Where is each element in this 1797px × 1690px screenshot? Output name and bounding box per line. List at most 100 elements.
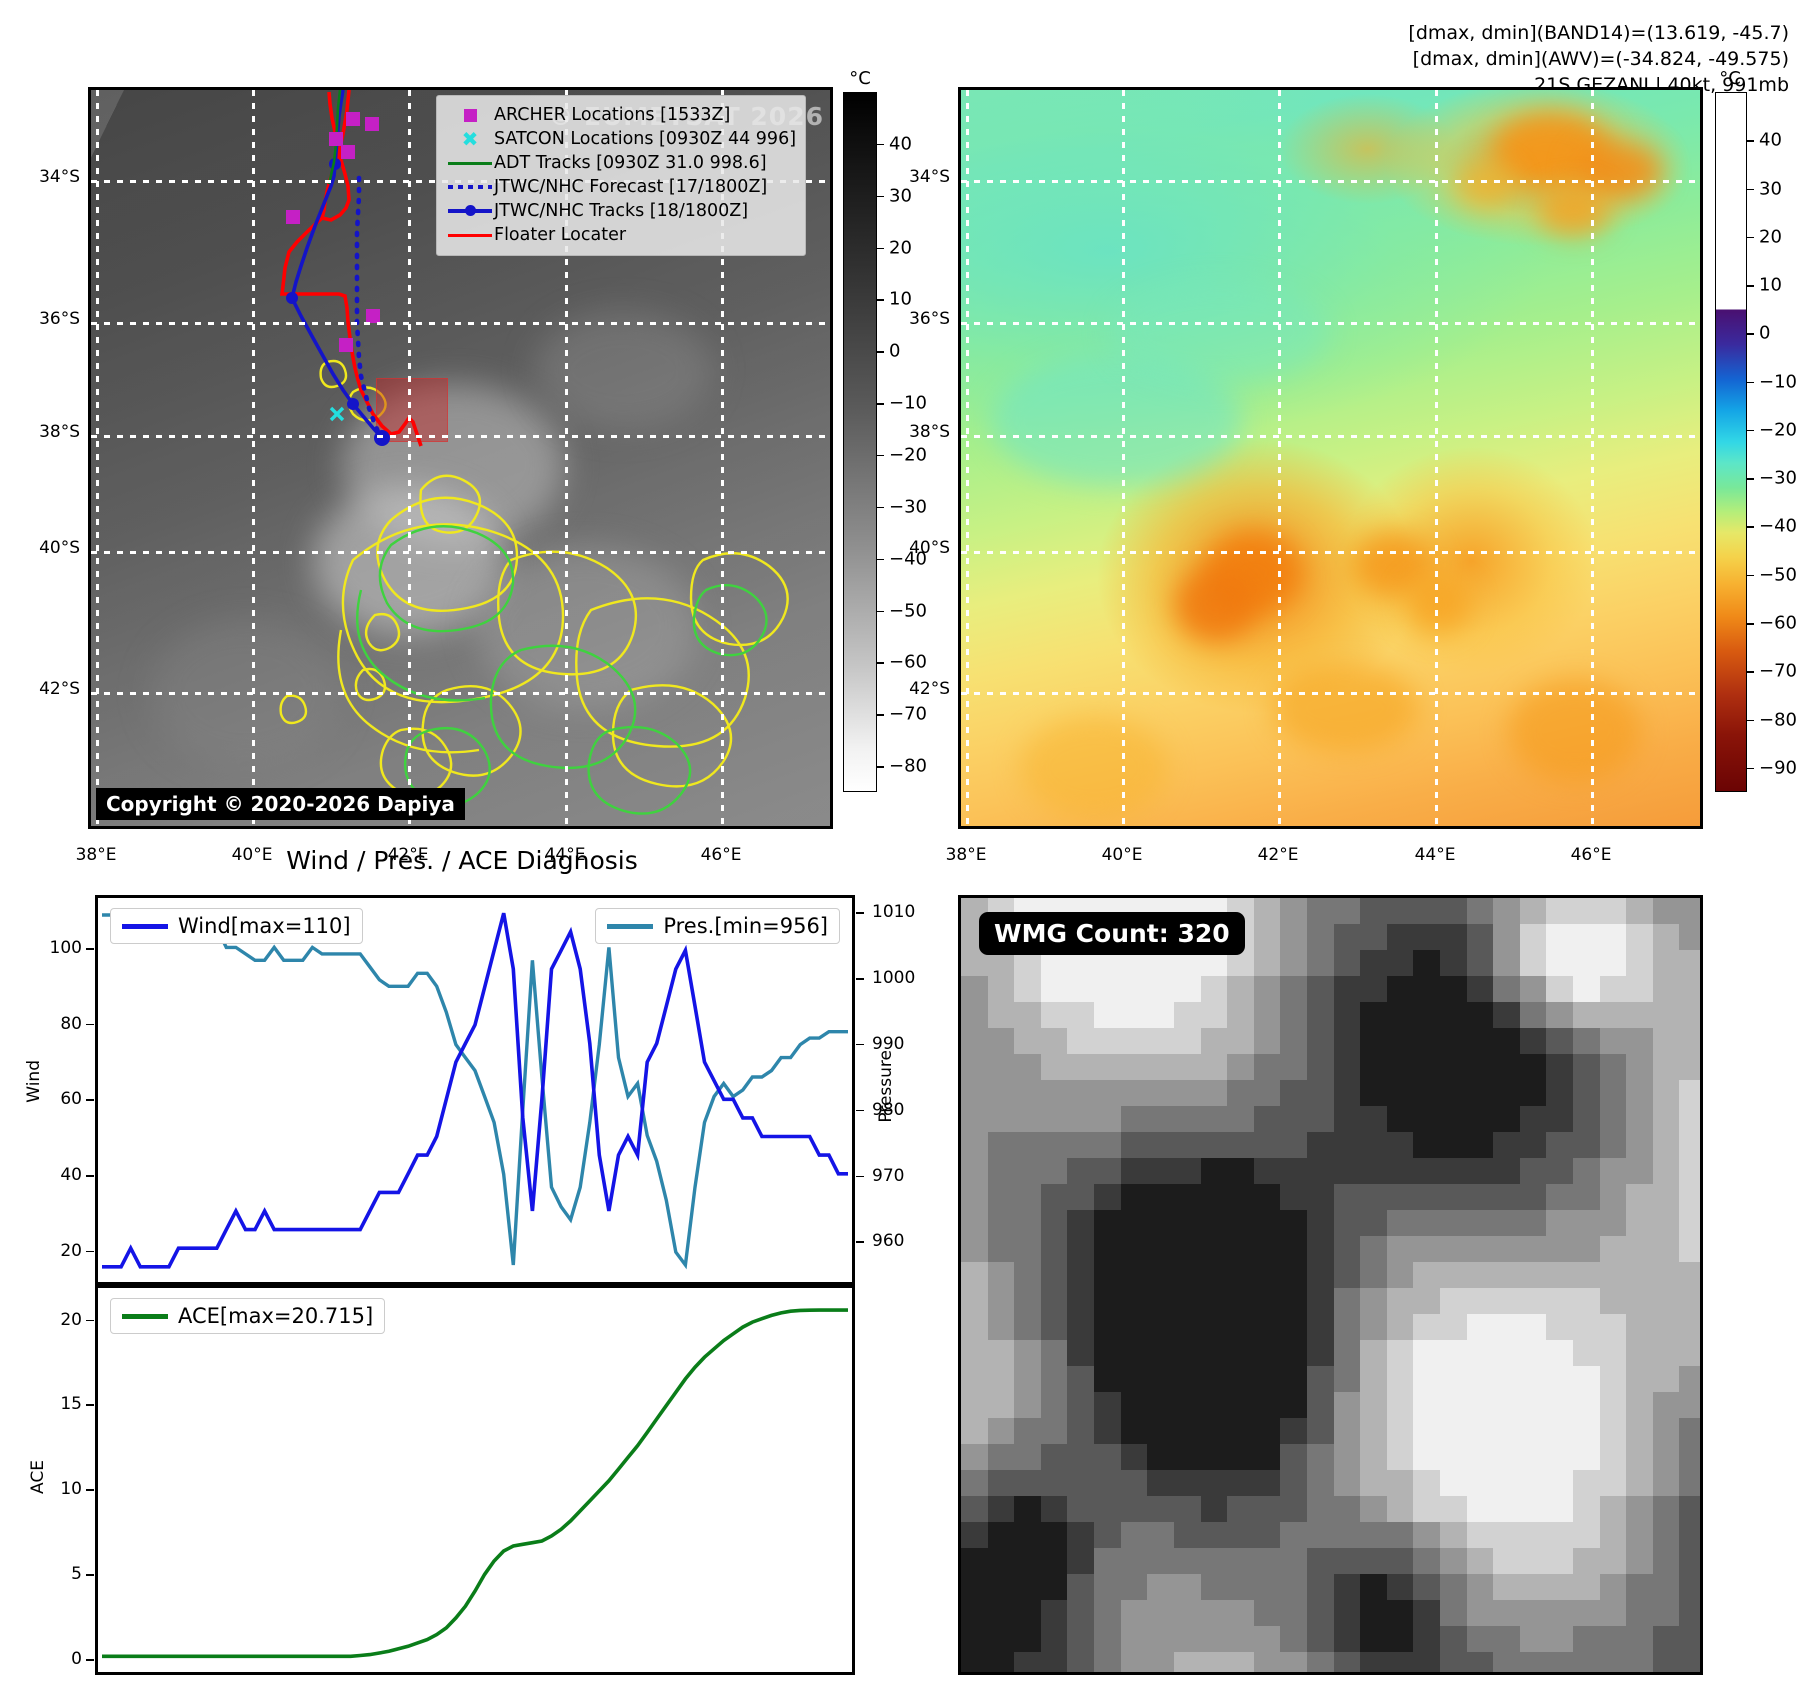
x-marker-icon: ✖ <box>461 127 479 151</box>
wmg-cell <box>1306 1002 1335 1029</box>
wmg-cell <box>1599 924 1627 951</box>
wmg-cell <box>1413 1002 1441 1029</box>
wmg-cell <box>1652 1158 1681 1185</box>
wmg-cell <box>1573 924 1601 951</box>
wmg-cell <box>1067 1080 1095 1107</box>
wmg-cell <box>1413 1418 1441 1445</box>
legend-item-jtwc-tracks[interactable]: JTWC/NHC Tracks [18/1800Z] <box>446 199 796 223</box>
wmg-cell <box>1120 1626 1148 1653</box>
wmg-cell <box>1147 1496 1175 1523</box>
ir-floater-panel[interactable]: © EUMETSAT 2026 Copyright © 2020-2026 Da… <box>88 87 833 829</box>
wmg-cell <box>1360 1626 1388 1653</box>
wmg-cell <box>1227 1652 1255 1672</box>
legend-item-satcon[interactable]: ✖ SATCON Locations [0930Z 44 996] <box>446 127 796 151</box>
wmg-cell <box>1439 1418 1468 1445</box>
pressure-legend[interactable]: Pres.[min=956] <box>595 908 840 944</box>
wmg-cell <box>1067 1288 1095 1315</box>
legend-item-forecast[interactable]: JTWC/NHC Forecast [17/1800Z] <box>446 175 796 199</box>
wmg-cell <box>1280 924 1308 951</box>
wmg-cell <box>1253 1028 1281 1055</box>
wmg-cell <box>1519 976 1548 1003</box>
wmg-cell <box>1333 924 1361 951</box>
colorbar-tick-mark <box>877 714 884 716</box>
wmg-cell <box>1040 1652 1069 1672</box>
wmg-grid <box>961 898 1700 1672</box>
wmg-cell <box>1280 1002 1308 1029</box>
wmg-cell <box>1413 1366 1441 1393</box>
ace-chart[interactable]: ACE[max=20.715] <box>95 1285 855 1675</box>
wmg-cell <box>1599 1106 1627 1133</box>
ace-legend[interactable]: ACE[max=20.715] <box>110 1298 386 1334</box>
wmg-cell <box>1493 1314 1521 1341</box>
wmg-cell <box>1333 1418 1361 1445</box>
wmg-cell <box>1200 1444 1228 1471</box>
legend-item-adt[interactable]: ADT Tracks [0930Z 31.0 998.6] <box>446 151 796 175</box>
wmg-cell <box>1546 1210 1574 1237</box>
axis-tick-label: 20 <box>60 1309 82 1330</box>
wmg-cell <box>1626 1496 1654 1523</box>
wmg-cell <box>1652 1574 1681 1601</box>
wmg-cell <box>1679 924 1700 951</box>
wmg-cell <box>1466 1548 1494 1575</box>
axis-tick-label: 1000 <box>872 968 916 989</box>
wmg-cell <box>1094 1548 1122 1575</box>
wmg-cell <box>1147 1132 1175 1159</box>
wmg-cell <box>987 1314 1015 1341</box>
wmg-cell <box>1519 1028 1548 1055</box>
wmg-cell <box>1360 1210 1388 1237</box>
wmg-cell <box>1173 1574 1202 1601</box>
wmg-cell <box>1679 1470 1700 1497</box>
wmg-cell <box>1626 898 1654 925</box>
wmg-cell <box>1280 1392 1308 1419</box>
wmg-cell <box>1306 1210 1335 1237</box>
wmg-cell <box>1466 1418 1494 1445</box>
wmg-cell <box>1599 1158 1627 1185</box>
wmg-panel[interactable]: WMG Count: 320 <box>958 895 1703 1675</box>
wmg-cell <box>1652 1236 1681 1263</box>
colorbar-tick-label: −40 <box>1759 515 1797 537</box>
wmg-cell <box>1679 1522 1700 1549</box>
wmg-cell <box>1200 1236 1228 1263</box>
wmg-cell <box>1439 1444 1468 1471</box>
wmg-cell <box>1546 1600 1574 1627</box>
wmg-cell <box>1094 1028 1122 1055</box>
wmg-cell <box>1413 1106 1441 1133</box>
wmg-cell <box>1280 1236 1308 1263</box>
wmg-cell <box>1413 1210 1441 1237</box>
wmg-cell <box>1360 1418 1388 1445</box>
wmg-cell <box>1227 1626 1255 1653</box>
awv-panel[interactable] <box>958 87 1703 829</box>
wmg-cell <box>1200 1522 1228 1549</box>
wmg-cell <box>1253 976 1281 1003</box>
ir-track-legend[interactable]: ARCHER Locations [1533Z] ✖ SATCON Locati… <box>436 95 807 256</box>
wmg-cell <box>1626 1002 1654 1029</box>
wmg-cell <box>1519 1106 1548 1133</box>
awv-lat-tick: 34°S <box>909 167 950 187</box>
wmg-cell <box>1120 1574 1148 1601</box>
wmg-cell <box>1306 1132 1335 1159</box>
wmg-cell <box>1173 1262 1202 1289</box>
wmg-cell <box>1626 1470 1654 1497</box>
wmg-cell <box>1386 1132 1414 1159</box>
wmg-cell <box>1014 1600 1042 1627</box>
wind-legend[interactable]: Wind[max=110] <box>110 908 363 944</box>
wmg-cell <box>1679 1366 1700 1393</box>
legend-item-floater-locater[interactable]: Floater Locater <box>446 223 796 247</box>
wmg-cell <box>1413 1522 1441 1549</box>
wmg-cell <box>1253 1132 1281 1159</box>
wind-pressure-chart[interactable]: Wind[max=110] Pres.[min=956] <box>95 895 855 1285</box>
wmg-cell <box>1280 1262 1308 1289</box>
wmg-cell <box>987 1002 1015 1029</box>
legend-item-archer[interactable]: ARCHER Locations [1533Z] <box>446 103 796 127</box>
wmg-cell <box>1333 950 1361 977</box>
wmg-cell <box>1227 1522 1255 1549</box>
wmg-cell <box>1519 1054 1548 1081</box>
wmg-cell <box>1014 1080 1042 1107</box>
awv-lat-tick: 42°S <box>909 679 950 699</box>
wmg-cell <box>1014 1262 1042 1289</box>
wmg-cell <box>1599 1418 1627 1445</box>
wmg-cell <box>1546 1392 1574 1419</box>
wmg-cell <box>1227 1548 1255 1575</box>
wmg-cell <box>1679 1132 1700 1159</box>
wmg-cell <box>1546 1652 1574 1672</box>
